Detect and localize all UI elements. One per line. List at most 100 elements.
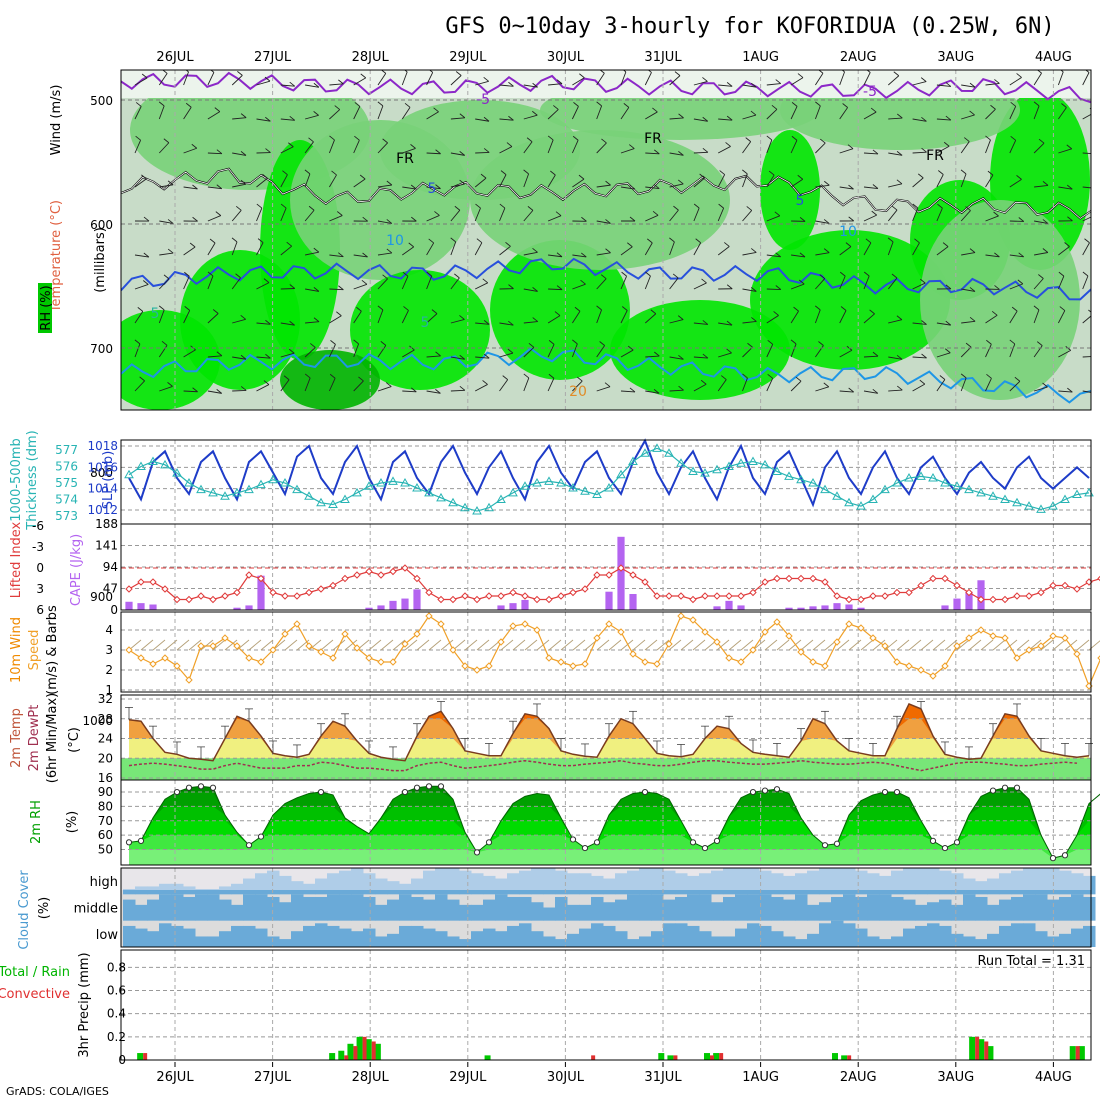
wind-barb-flag [623, 103, 630, 108]
wind-barb-flag [386, 180, 393, 186]
bottom-date-label: 3AUG [937, 1070, 974, 1085]
wind-speed-point [329, 654, 337, 662]
thickness-point [640, 448, 650, 457]
thickness-point [760, 459, 770, 469]
wind-barb-flag [286, 241, 292, 247]
cloud-middle-bar [543, 907, 556, 921]
wind-speed-point [281, 630, 289, 638]
rh-point [821, 842, 829, 849]
wind-barb-flag [362, 216, 368, 222]
precip-total-bar [1069, 1046, 1076, 1060]
wind-barb [645, 186, 660, 190]
thick-ylabel-2: 1000-500mb [9, 438, 24, 522]
cloud-middle-bar [423, 899, 436, 921]
wind-barb-flag [599, 70, 605, 74]
rh-point [473, 849, 481, 856]
temp-unit-label: (°C) [67, 727, 82, 753]
wind-barb [645, 152, 660, 155]
thickness-point [556, 477, 566, 487]
wind-barb-flag [556, 285, 563, 290]
wind-barb-flag [945, 320, 952, 326]
wind-barb-flag [403, 306, 409, 311]
thickness-point [676, 458, 686, 467]
wind-barb-10m [980, 639, 994, 651]
wind-barb-flag [313, 111, 319, 116]
wind-barb [985, 344, 992, 358]
cloud-middle-bar [939, 899, 952, 921]
wind-barb-flag [768, 170, 775, 176]
wind-speed-point [893, 658, 901, 666]
wind-barb [766, 254, 781, 258]
cloud-middle-bar [843, 894, 856, 921]
wind-barb-flag [572, 339, 578, 345]
wind-barb-flag [771, 104, 778, 110]
cloud-low-bar [831, 920, 844, 947]
wind-barb [450, 209, 461, 222]
rh-point [749, 788, 757, 796]
wind-barb-10m [248, 639, 262, 651]
cloud-middle-bar [1035, 894, 1048, 921]
wind-barb-flag [702, 116, 708, 122]
rh-tick-label: 70 [98, 814, 113, 828]
wind-barb [523, 141, 533, 154]
cloud-low-bar [123, 925, 136, 947]
wind-barb-flag [1084, 238, 1090, 244]
wind-barb-flag [1033, 101, 1040, 107]
cloud-middle-bar [435, 894, 448, 921]
wind-barb [888, 389, 903, 392]
cloud-low-bar [531, 931, 544, 947]
thickness-point [868, 494, 878, 503]
wind-barb-10m [512, 639, 526, 651]
wind-barb-flag [672, 273, 679, 279]
rh-point [701, 844, 709, 852]
wind-barb-flag [555, 211, 562, 217]
thickness-point [604, 482, 614, 492]
cape-bar [953, 598, 961, 610]
wind-barb-flag [702, 320, 709, 325]
thickness-point [424, 487, 434, 497]
cloud-low-bar [987, 933, 1000, 947]
wind-barb-10m [956, 639, 970, 651]
wind-barb [232, 389, 247, 392]
wind-barb-flag [209, 238, 216, 244]
wind-barb-flag [289, 115, 296, 121]
slp-ylabel: SLP (mb) [101, 451, 116, 510]
cloud-low-bar [1059, 933, 1072, 947]
wind-barb-flag [921, 116, 927, 122]
wind-barb [645, 111, 658, 120]
wind-speed-point [653, 660, 661, 668]
wind-barb [985, 83, 1000, 86]
wind-barb [329, 174, 337, 188]
cloud-middle-bar [651, 894, 664, 921]
cloud-low-bar [387, 933, 400, 947]
wind-barb-flag [386, 219, 393, 224]
wind-barb [402, 186, 417, 190]
wind-barb-flag [600, 274, 607, 280]
wind-ylabel-2: Speed [27, 630, 42, 671]
wind-barb [207, 186, 222, 190]
wind-barb [815, 345, 824, 358]
wind-barb-flag [750, 110, 757, 116]
wind-barb [1009, 310, 1018, 324]
wind-barb [1082, 356, 1091, 358]
wind-barb-flag [410, 144, 416, 149]
wind-barb-flag [963, 137, 970, 142]
wind-barb [328, 378, 336, 392]
wind-barb-flag [240, 354, 247, 360]
wind-speed-point [401, 640, 409, 648]
wind-barb-flag [304, 169, 311, 175]
cloud-low-bar [219, 931, 232, 947]
wind-barb [159, 385, 173, 392]
wind-barb [815, 252, 830, 256]
wind-barb-flag [508, 284, 514, 289]
rh-point [125, 839, 133, 846]
wind-barb-flag [240, 179, 247, 185]
wind-barb-flag [815, 101, 821, 107]
cloud-low-bar [339, 928, 352, 947]
wind-barb [960, 173, 967, 188]
wind-barb [669, 319, 684, 324]
li-point [245, 571, 253, 579]
wind-barb [839, 246, 852, 256]
wind-barb [329, 109, 341, 120]
wind-barb [183, 147, 197, 154]
